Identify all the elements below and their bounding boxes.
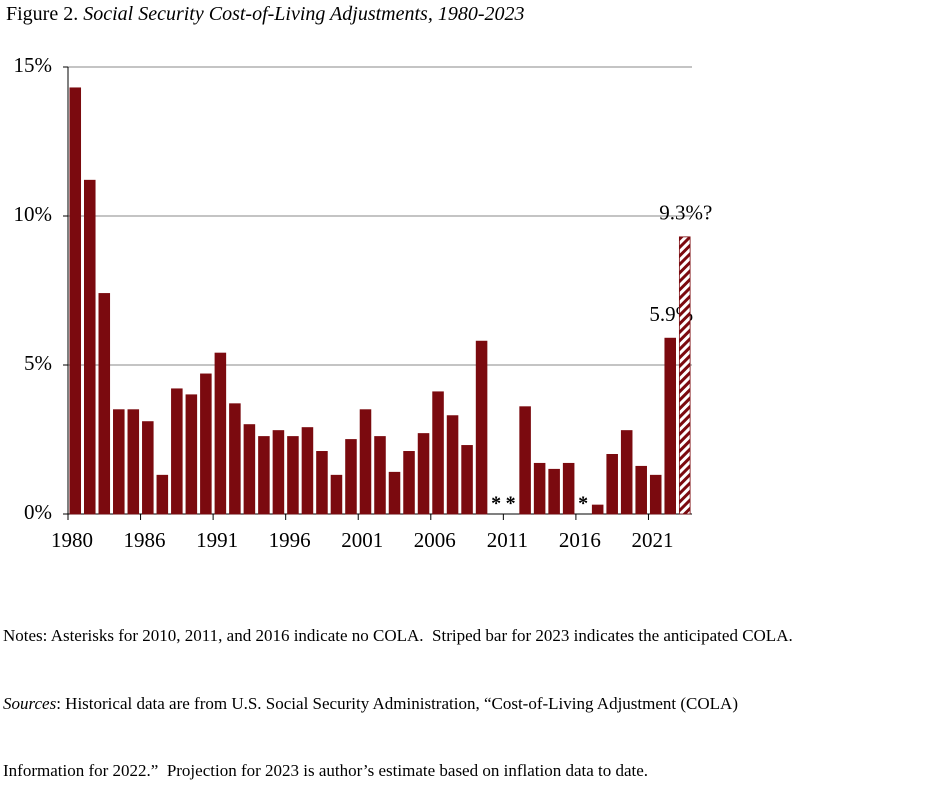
bar (287, 436, 299, 515)
notes-text: Notes: Asterisks for 2010, 2011, and 201… (3, 626, 793, 645)
bar (127, 409, 140, 515)
x-tick-label: 1980 (51, 528, 93, 552)
y-tick-label: 15% (14, 53, 53, 77)
bar (620, 430, 633, 515)
bar (403, 451, 415, 515)
bar (635, 465, 647, 515)
annotation: * (578, 493, 588, 515)
bar (606, 453, 618, 515)
x-tick-label: 2016 (559, 528, 601, 552)
bar (548, 468, 560, 515)
bar (664, 337, 677, 515)
chart: Figure 2. Social Security Cost-of-Living… (6, 3, 712, 552)
bar (432, 391, 444, 515)
figure-label: Figure 2. (6, 3, 78, 25)
sources: Sources: Historical data are from U.S. S… (3, 693, 793, 716)
sources-label: Sources (3, 693, 57, 713)
bar (519, 406, 531, 515)
chart-title: Figure 2. Social Security Cost-of-Living… (6, 3, 524, 25)
data-label: 9.3%? (659, 201, 712, 225)
bar (461, 445, 473, 515)
bar (345, 439, 357, 515)
x-tick-label: 1991 (196, 528, 238, 552)
sources-line: : Historical data are from U.S. Social S… (56, 693, 738, 713)
bar (229, 403, 241, 515)
bar (83, 179, 96, 515)
sources-line: Information for 2022.” Projection for 20… (3, 761, 649, 780)
bar (591, 504, 604, 515)
notes: Notes: Asterisks for 2010, 2011, and 201… (3, 580, 793, 805)
x-tick-label: 2021 (631, 528, 673, 552)
title: Social Security Cost-of-Living Adjustmen… (83, 3, 524, 25)
y-tick-label: 0% (24, 500, 52, 524)
bar (258, 436, 270, 515)
bar (417, 433, 430, 515)
bar (185, 394, 198, 515)
bar (113, 409, 125, 515)
bar (330, 474, 343, 515)
bar (475, 340, 488, 515)
bar (388, 471, 401, 515)
annotation: * (506, 493, 516, 515)
x-tick-label: 1996 (269, 528, 311, 552)
bar (446, 415, 459, 515)
page: Figure 2. Social Security Cost-of-Living… (3, 2, 793, 780)
bar (243, 424, 256, 515)
bar (200, 373, 212, 515)
bar (142, 421, 154, 515)
x-tick-label: 2011 (487, 528, 528, 552)
x-tick-label: 1986 (124, 528, 166, 552)
x-tick-label: 2006 (414, 528, 456, 552)
annotation: * (491, 493, 501, 515)
bar (678, 236, 691, 515)
y-tick-label: 10% (14, 202, 53, 226)
bar (301, 427, 314, 515)
bar (69, 87, 82, 515)
bar (649, 474, 662, 515)
bar (272, 430, 285, 515)
bar (359, 409, 372, 515)
bar (98, 293, 111, 515)
y-tick-label: 5% (24, 351, 52, 375)
x-tick-label: 2001 (341, 528, 383, 552)
bar (533, 462, 546, 515)
bar (374, 436, 386, 515)
bar (214, 352, 227, 515)
bar (156, 474, 169, 515)
bar (562, 462, 575, 515)
bar (171, 388, 183, 515)
bar (316, 451, 328, 515)
